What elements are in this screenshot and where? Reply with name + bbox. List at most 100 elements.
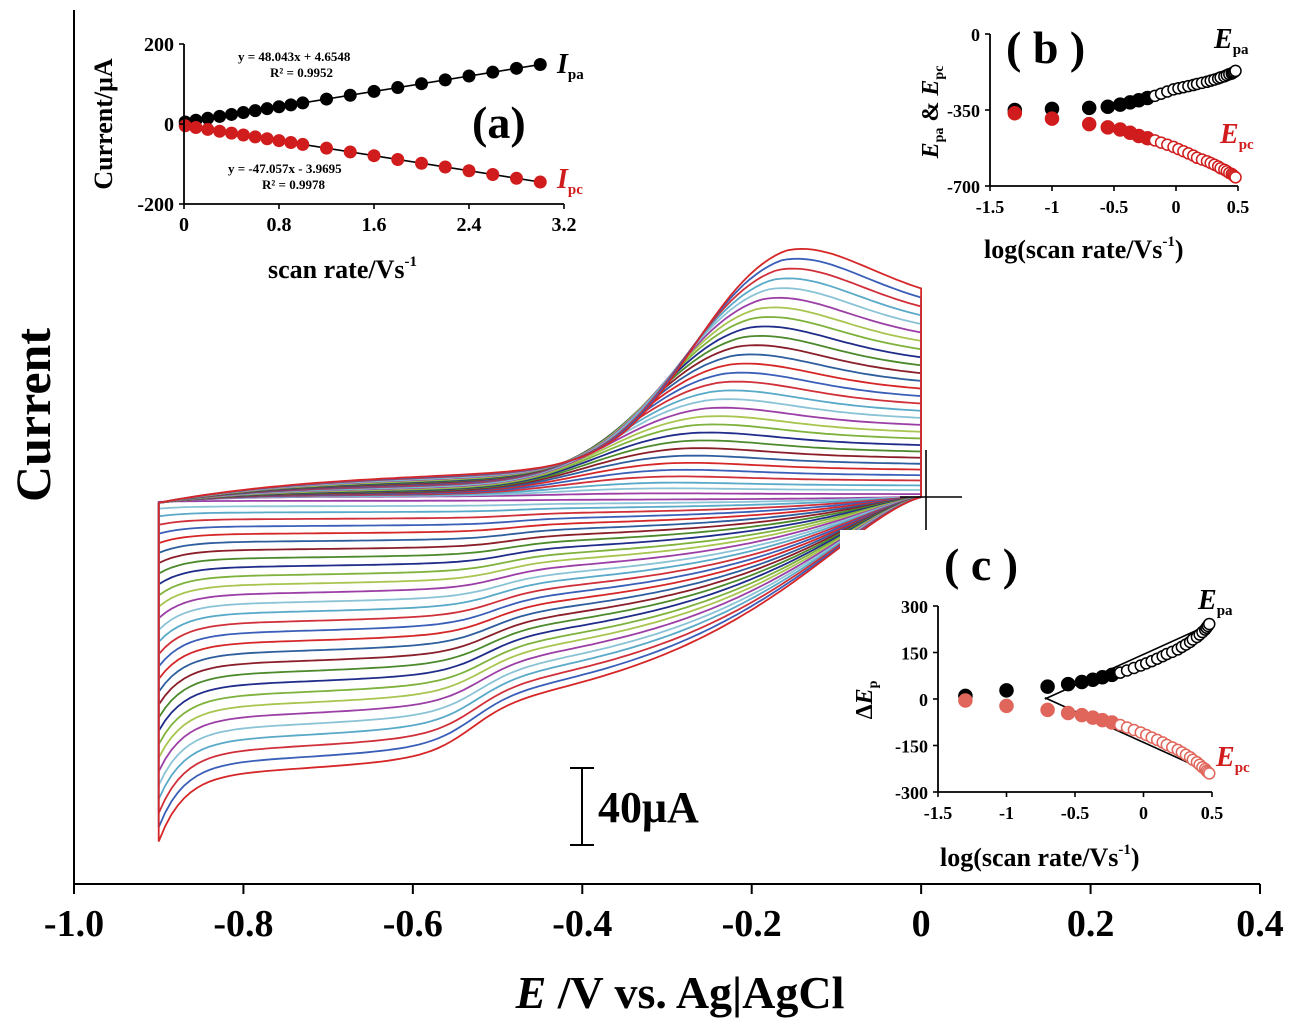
- x-tick-label: 2.4: [457, 214, 482, 236]
- x-tick-label: 0.5: [1227, 197, 1250, 217]
- x-tick-label: 0.5: [1201, 803, 1224, 823]
- point-ipa: [415, 77, 428, 91]
- inset-a-legend-ipc: Ipc: [556, 164, 583, 198]
- main-x-tick-label: -0.6: [383, 903, 443, 945]
- inset-c-legend-epa: Epa: [1197, 585, 1233, 619]
- inset-b-legend-epc: Epc: [1219, 119, 1254, 153]
- point-ipa: [533, 57, 547, 71]
- inset-a-points: [178, 57, 547, 189]
- point-ipc: [391, 152, 405, 166]
- inset-c-legend-epc: Epc: [1215, 742, 1250, 776]
- point-epc: [1081, 116, 1097, 132]
- point-ipa: [272, 100, 286, 114]
- main-x-axis-label: E /V vs. Ag|AgCl: [515, 967, 845, 1018]
- point-ipc: [320, 141, 333, 155]
- inset-a-label: (a): [472, 97, 526, 148]
- point-epa: [1060, 676, 1076, 692]
- y-tick-label: 150: [901, 644, 928, 664]
- point-ipa: [260, 102, 274, 116]
- main-x-tick-label: -1.0: [44, 903, 104, 945]
- main-x-tick-label: -0.2: [722, 903, 782, 945]
- inset-a-eq-pa: y = 48.043x + 4.6548: [238, 49, 351, 64]
- inset-b-x-label: log(scan rate/Vs-1): [984, 234, 1184, 264]
- point-ipa: [510, 61, 523, 75]
- x-tick-label: 0.8: [267, 214, 292, 236]
- y-tick-label: 0: [971, 25, 980, 45]
- point-ipa: [367, 84, 381, 98]
- point-ipc: [367, 149, 381, 163]
- x-tick-label: 0: [1139, 803, 1148, 823]
- point-epc: [999, 698, 1014, 714]
- point-ipa: [201, 111, 215, 125]
- inset-a-r2-pa: R² = 0.9952: [270, 65, 333, 80]
- inset-c-x-label: log(scan rate/Vs-1): [940, 842, 1140, 872]
- point-epa: [1100, 99, 1116, 114]
- point-ipc: [201, 122, 215, 136]
- point-ipc: [343, 145, 357, 159]
- main-cv-chart: -1.0 -0.8 -0.6 -0.4 -0.2 0 0.2 0.4 Current E /V…: [5, 10, 1284, 1018]
- point-ipa: [284, 98, 298, 112]
- inset-c-ticks: -1.5 -1 -0.5 0 0.5 300 150 0 -150 -300: [895, 597, 1223, 823]
- point-ipa: [320, 92, 333, 106]
- point-epa: [1081, 100, 1097, 116]
- point-ipc: [438, 160, 452, 174]
- inset-b-legend-epa: Epa: [1213, 24, 1249, 58]
- point-epa: [1040, 679, 1055, 694]
- inset-b-label: ( b ): [1006, 22, 1085, 73]
- point-epc: [1040, 702, 1055, 718]
- point-epa: [999, 683, 1014, 698]
- point-ipc: [533, 175, 547, 189]
- x-tick-label: 1.6: [362, 214, 387, 236]
- x-tick-label: -1.5: [976, 197, 1005, 217]
- inset-b-points: [1007, 64, 1242, 184]
- point-ipc: [236, 128, 250, 142]
- y-tick-label: -200: [137, 194, 174, 216]
- main-x-tick-label: -0.8: [213, 903, 273, 945]
- point-ipc: [178, 119, 192, 133]
- inset-c-points: [958, 617, 1216, 780]
- point-ipc: [415, 156, 428, 170]
- point-ipc: [462, 164, 476, 178]
- main-x-tick-label: 0: [912, 903, 931, 945]
- y-tick-label: 0: [919, 690, 928, 710]
- y-tick-label: 200: [144, 34, 174, 56]
- point-ipa: [296, 96, 310, 110]
- point-ipc: [213, 124, 227, 138]
- point-ipc: [260, 132, 274, 146]
- point-epc: [1203, 767, 1216, 780]
- y-tick-label: -300: [895, 783, 928, 803]
- x-tick-label: 0: [179, 214, 189, 236]
- point-ipa: [462, 69, 476, 83]
- y-tick-label: 300: [901, 597, 928, 617]
- point-ipa: [438, 73, 452, 87]
- point-epc: [1060, 705, 1076, 721]
- y-tick-label: -150: [895, 737, 928, 757]
- inset-b-ticks: -1.5 -1 -0.5 0 0.5 0 -350 -700: [947, 25, 1249, 217]
- point-epc: [1044, 111, 1060, 126]
- point-ipc: [486, 168, 500, 182]
- x-tick-label: 0: [1172, 197, 1181, 217]
- y-tick-label: -350: [947, 101, 980, 121]
- point-epc: [1007, 106, 1023, 121]
- y-tick-label: -700: [947, 177, 980, 197]
- point-epa: [1229, 64, 1242, 78]
- point-ipa: [236, 106, 250, 120]
- inset-b-y-label: Epa & Epc: [918, 66, 947, 160]
- main-x-tick-label: 0.4: [1236, 903, 1284, 945]
- point-ipa: [248, 104, 262, 118]
- cv-curves: [157, 247, 922, 842]
- main-x-tick-label: 0.2: [1067, 903, 1115, 945]
- point-ipc: [510, 171, 523, 185]
- y-tick-label: 0: [164, 114, 174, 136]
- point-epc: [958, 693, 973, 708]
- point-ipc: [225, 126, 238, 140]
- x-tick-label: 3.2: [552, 214, 577, 236]
- inset-c-y-label: ΔEp: [852, 680, 881, 719]
- point-epc: [1229, 171, 1242, 184]
- point-ipa: [486, 65, 500, 79]
- x-tick-label: -0.5: [1100, 197, 1129, 217]
- inset-c-label: ( c ): [944, 539, 1018, 590]
- inset-a-legend-ipa: Ipa: [556, 49, 584, 83]
- main-x-tick-label: -0.4: [552, 903, 612, 945]
